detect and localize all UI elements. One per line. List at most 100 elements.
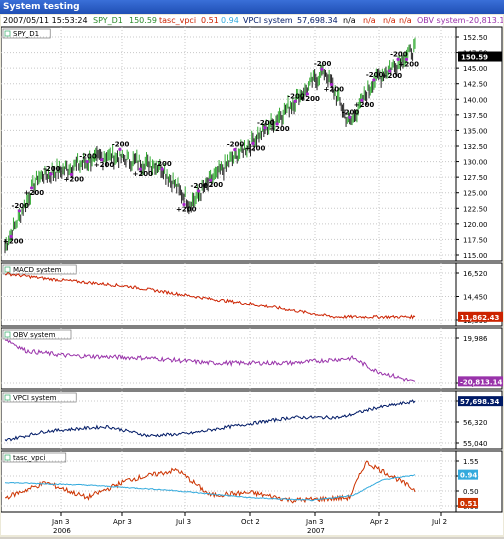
trade-marker [69,172,74,177]
last-value-box [458,469,478,480]
window-title: System testing [0,0,504,14]
time-axis: Jan 3 Apr 3 Jul 3 Oct 2 Jan 3 Apr 2 Jul 2 2006 2… [51,512,447,535]
trade-marker [160,167,164,171]
indicator-line [4,474,416,502]
trade-label: -200 [227,141,245,149]
trade-label: -200 [390,50,408,58]
trade-marker [360,98,364,102]
pane-label-box [2,329,72,340]
trade-label: +200 [269,125,290,133]
axis-tick-label: 55,040 [463,440,488,448]
axis-tick-label: 0.50 [463,488,479,496]
trade-marker [329,82,334,87]
trade-label: +200 [3,237,24,245]
trade-label: +200 [203,181,224,189]
trade-label: +200 [299,95,320,103]
header-tasc-v2: 0.94 [221,16,239,25]
trade-marker [305,92,309,96]
axis-tick-label: 122.50 [463,205,488,213]
last-value-box [458,376,504,387]
indicator-line [5,272,416,320]
header-datetime: 2007/05/11 15:53:24 [3,16,88,25]
last-value: 57,698.34 [460,398,500,406]
trade-marker [118,147,122,151]
axis-tick-label: 130.00 [463,159,488,167]
last-value: -20,813.14 [460,378,502,386]
trade-marker [85,160,89,164]
trade-marker [404,57,409,61]
trade-marker [196,189,201,193]
trade-marker [17,209,22,213]
trade-marker [138,167,143,171]
trade-marker [182,202,186,207]
chart-canvas[interactable]: 2007/05/11 15:53:24 SPY_D1 150.59 tasc_v… [0,15,504,535]
axis-tick-label: 56,320 [463,419,488,427]
header-na-1: n/a [343,16,356,25]
x-tick-label: Jul 2 [431,518,447,526]
pane-label: OBV system [13,331,56,339]
axis-tick-label: 14,450 [463,294,488,302]
axis-tick-label: 145.00 [463,65,488,73]
trade-label: -200 [12,202,30,210]
last-value-box [458,51,502,62]
trade-marker [372,78,376,82]
trade-label: +200 [132,170,153,178]
indicator-line [4,339,416,382]
header-bar: 2007/05/11 15:53:24 SPY_D1 150.59 tasc_v… [3,16,504,25]
trade-marker [9,234,13,239]
axis-tick-label: 140.00 [463,96,488,104]
header-na-2: n/a [363,16,376,25]
axis-tick-label: 1.55 [463,458,479,466]
trade-marker [49,172,53,176]
trade-label: -200 [112,140,130,148]
trade-label: +200 [176,205,197,213]
trade-label: +200 [24,189,45,197]
trade-label: -200 [79,153,97,161]
axis-tick-label: 127.50 [463,174,488,182]
x-tick-label: Jan 3 [305,518,323,526]
pane-label-icon [4,331,11,338]
trade-label: +200 [94,161,115,169]
trade-label: -200 [314,60,332,68]
trade-marker [275,122,279,126]
trade-marker [209,178,213,182]
header-vpci-label: VPCI system [243,16,293,25]
trade-label: -200 [342,108,360,116]
trade-label: +200 [64,175,85,183]
trade-marker [293,99,297,103]
pane-label-box [2,28,51,39]
trade-label: +200 [382,72,403,80]
axis-tick-label: 135.00 [463,127,488,135]
trade-label: +200 [354,101,375,109]
last-value: 0.94 [460,472,477,480]
axis-tick-label: 125.00 [463,190,488,198]
trade-label: -200 [257,119,275,127]
trade-marker [251,141,255,146]
last-value-box [458,311,504,322]
pane-label: MACD system [13,266,62,274]
trade-label: +200 [245,144,266,152]
trade-marker [30,186,34,190]
axis-tick-label: 120.00 [463,221,488,229]
trade-label: -200 [154,160,172,168]
header-symbol-value: 150.59 [129,16,157,25]
pane-label-box [2,452,67,463]
header-na-4: n/a [399,16,412,25]
pane-border [0,327,503,390]
pane-label-icon [4,394,11,401]
axis-tick-label: 19,986 [463,335,488,343]
chart-area[interactable]: 2007/05/11 15:53:24 SPY_D1 150.59 tasc_v… [0,15,504,535]
axis-tick-label: 16,520 [463,270,488,278]
x-tick-label: Jul 3 [175,518,191,526]
header-obv-value: -20,813.14 [466,16,503,25]
trade-marker [320,67,324,71]
trade-marker [388,69,392,73]
trade-label: -200 [366,71,384,79]
header-tasc-label: tasc_vpci [159,16,196,25]
pane-4: VPCI system57,698.3456,32055,04057,698.3… [0,390,504,450]
last-value: 11,862.43 [460,314,500,322]
